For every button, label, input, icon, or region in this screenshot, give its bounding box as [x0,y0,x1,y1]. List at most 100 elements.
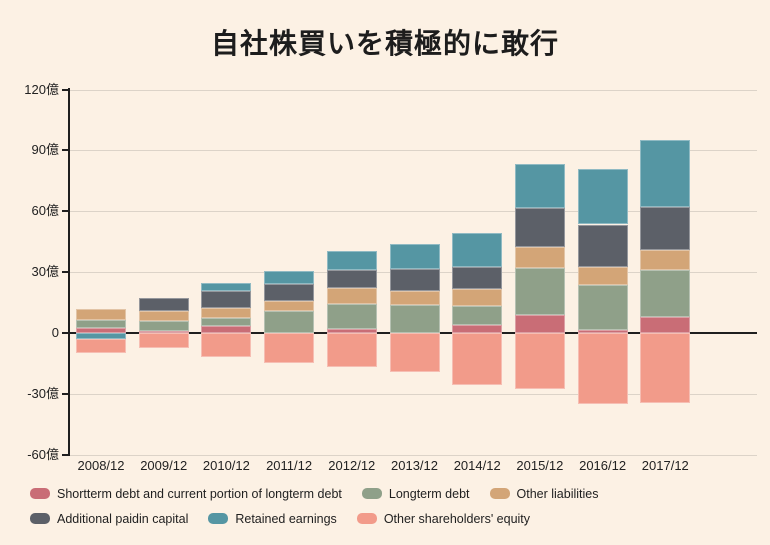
x-tick-label: 2009/12 [140,458,188,473]
bar-segment[interactable] [264,333,315,364]
legend-swatch [361,488,382,499]
legend-swatch [30,488,50,499]
bar-segment[interactable] [138,330,189,333]
bar-segment[interactable] [577,168,628,225]
bar-segment[interactable] [76,319,126,328]
bar-segment[interactable] [389,269,440,292]
bar-segment[interactable] [577,333,628,404]
bar-segment[interactable] [389,243,440,270]
bar-segment[interactable] [514,208,565,247]
legend-label: Other liabilities [516,486,599,501]
bar-segment[interactable] [76,308,126,320]
bar-segment[interactable] [514,268,565,315]
legend-label: Additional paidin capital [57,511,189,526]
bar-segment[interactable] [389,304,440,333]
bar-segment[interactable] [138,320,189,331]
legend-item[interactable]: Longterm debt [361,484,470,503]
y-axis-tick [62,392,69,395]
bar-segment[interactable] [76,339,126,354]
x-tick-label: 2008/12 [77,458,125,473]
grid-line [70,150,757,152]
bar-segment[interactable] [264,310,315,333]
bar-segment[interactable] [640,207,691,250]
x-tick-label: 2014/12 [453,458,501,473]
y-tick-label: 90億 [31,142,59,158]
legend-label: Shortterm debt and current portion of lo… [57,486,342,501]
bar-segment[interactable] [452,289,503,306]
bar-segment[interactable] [138,297,189,311]
bar-segment[interactable] [389,333,440,372]
y-tick-label: 120億 [24,81,59,97]
bar-segment[interactable] [640,249,691,271]
y-axis-tick [62,453,69,456]
bar-segment[interactable] [76,333,126,340]
legend-item[interactable]: Other shareholders' equity [356,509,531,528]
bar-segment[interactable] [138,310,189,321]
bar-segment[interactable] [452,324,503,333]
bar-segment[interactable] [201,291,252,308]
bar-segment[interactable] [452,305,503,325]
bar-segment[interactable] [201,333,252,358]
bar-segment[interactable] [264,300,315,311]
y-axis-tick [62,271,69,274]
bar-segment[interactable] [76,327,126,333]
bar-segment[interactable] [264,284,315,301]
bar-segment[interactable] [640,140,691,208]
bar-segment[interactable] [577,267,628,286]
y-axis-tick [62,332,69,334]
bar-segment[interactable] [201,307,252,318]
bar-segment[interactable] [138,333,189,349]
grid-line [70,211,757,213]
bar-segment[interactable] [326,270,377,289]
bar-segment[interactable] [201,325,252,333]
bar-segment[interactable] [326,328,377,333]
y-axis-line [68,88,70,456]
bar-segment[interactable] [452,232,503,268]
bar-segment[interactable] [326,303,377,329]
bar-segment[interactable] [326,288,377,304]
legend-label: Other shareholders' equity [383,511,531,526]
legend-swatch [208,513,229,524]
x-tick-label: 2016/12 [579,458,627,473]
bar-segment[interactable] [452,333,503,385]
legend-item[interactable]: Other liabilities [489,484,599,503]
y-tick-label: 0 [51,325,59,340]
bar-segment[interactable] [514,246,565,269]
legend-swatch [356,513,377,524]
x-tick-label: 2015/12 [516,458,564,473]
bar-segment[interactable] [577,224,628,268]
legend-label: Longterm debt [388,486,470,501]
x-tick-label: 2012/12 [328,458,376,473]
bar-segment[interactable] [264,271,315,285]
bar-segment[interactable] [640,270,691,317]
bar-segment[interactable] [326,333,377,368]
legend-swatch [30,513,50,524]
bar-segment[interactable] [514,333,565,389]
bar-segment[interactable] [640,316,691,333]
legend-swatch [489,488,510,499]
grid-line [70,89,757,91]
y-axis-tick [62,88,69,91]
x-tick-label: 2017/12 [641,458,689,473]
legend: Shortterm debt and current portion of lo… [30,484,756,528]
y-tick-label: -30億 [27,385,59,401]
bar-segment[interactable] [201,317,252,326]
bar-segment[interactable] [326,250,377,271]
bar-segment[interactable] [577,329,628,333]
grid-line [70,393,757,395]
bar-segment[interactable] [577,285,628,330]
bar-segment[interactable] [640,333,691,403]
bar-segment[interactable] [514,314,565,333]
x-tick-label: 2010/12 [202,458,250,473]
bar-segment[interactable] [389,291,440,305]
legend-item[interactable]: Shortterm debt and current portion of lo… [30,484,342,503]
legend-item[interactable]: Retained earnings [208,509,337,528]
bar-segment[interactable] [514,163,565,209]
y-tick-label: 60億 [31,203,59,219]
bar-segment[interactable] [201,283,252,292]
legend-item[interactable]: Additional paidin capital [30,509,188,528]
legend-label: Retained earnings [235,511,337,526]
x-tick-label: 2013/12 [391,458,438,473]
bar-segment[interactable] [452,267,503,290]
